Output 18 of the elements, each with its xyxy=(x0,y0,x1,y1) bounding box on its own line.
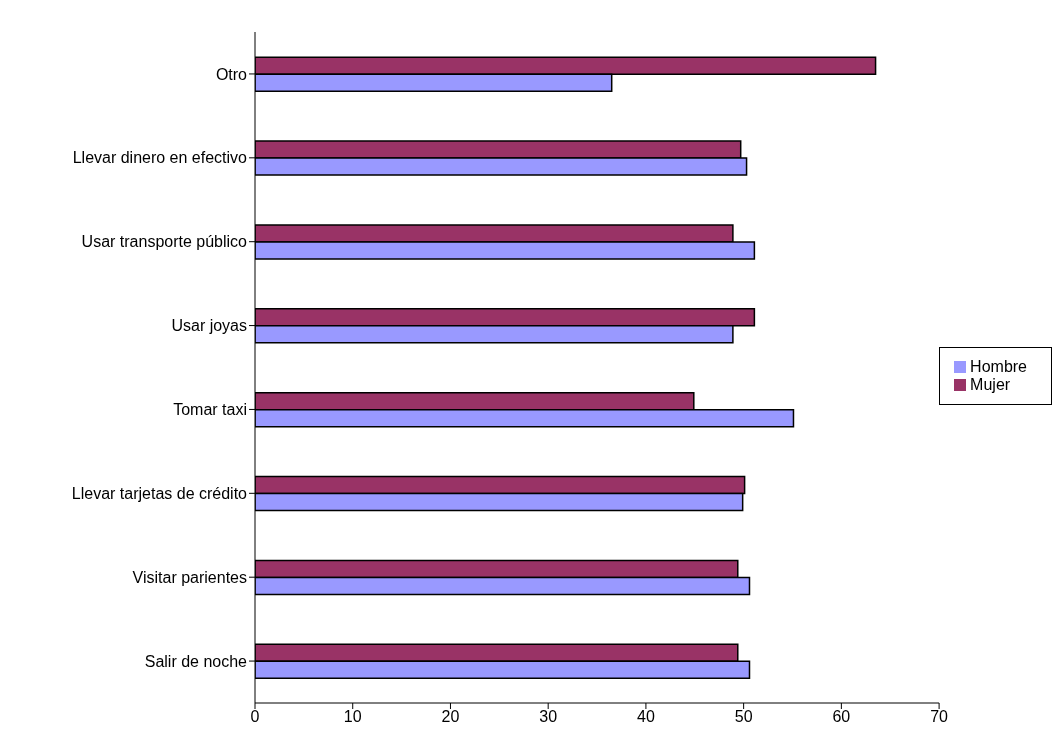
y-tick-label: Usar transporte público xyxy=(81,233,248,251)
y-tick-label: Llevar tarjetas de crédito xyxy=(71,484,248,502)
y-tick-label: Llevar dinero en efectivo xyxy=(72,149,248,167)
x-tick-label: 10 xyxy=(343,708,362,726)
x-tick-label: 0 xyxy=(250,708,260,726)
x-tick-label: 20 xyxy=(441,708,460,726)
y-tick-label: Salir de noche xyxy=(144,652,248,670)
y-tick-label: Usar joyas xyxy=(171,317,247,335)
x-tick-label: 60 xyxy=(832,708,851,726)
y-tick-label: Tomar taxi xyxy=(173,401,247,419)
x-tick-label: 50 xyxy=(734,708,753,726)
x-tick-label: 30 xyxy=(539,708,558,726)
x-tick-label: 40 xyxy=(637,708,655,726)
y-tick-label: Otro xyxy=(215,65,248,83)
x-tick-label: 70 xyxy=(930,708,949,726)
legend-label: Hombre xyxy=(970,357,1027,375)
legend-label: Mujer xyxy=(970,375,1011,393)
y-tick-label: Visitar parientes xyxy=(132,568,247,586)
